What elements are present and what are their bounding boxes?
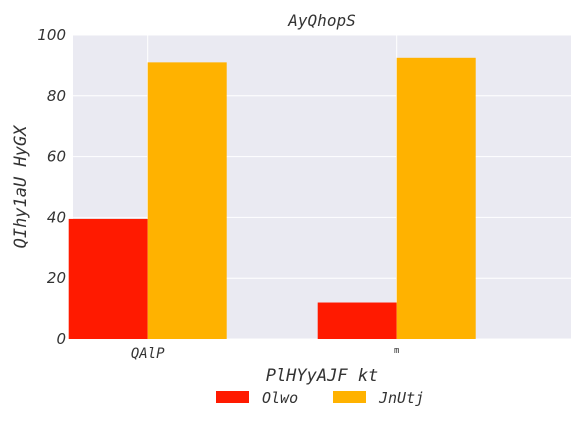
bar-JnUtj-QAlP: [147, 62, 227, 340]
y-tick-label: 0: [56, 330, 66, 348]
y-axis-label: QIhy1aU HyGX: [11, 124, 31, 249]
bar-Olwo-QAlP: [68, 218, 148, 339]
bar-JnUtj-m: [396, 57, 476, 340]
legend-item-JnUtj: JnUtj: [333, 389, 424, 407]
legend-swatch: [333, 391, 366, 403]
x-tick-labels: QAlP m: [131, 346, 400, 362]
y-tick-label: 80: [47, 87, 66, 105]
y-tick-label: 40: [47, 208, 66, 226]
y-tick-label: 60: [47, 148, 66, 166]
y-tick-labels: 0 20 40 60 80 100: [37, 26, 66, 348]
legend-label: Olwo: [262, 389, 298, 407]
legend-swatch: [216, 391, 249, 403]
chart-title: AyQhopS: [287, 11, 355, 30]
y-tick-label: 20: [47, 269, 66, 287]
y-tick-label: 100: [37, 26, 66, 44]
legend: Olwo JnUtj: [216, 389, 424, 407]
x-tick-label: QAlP: [131, 346, 165, 362]
x-axis-label: PlHYyAJF kt: [266, 366, 379, 386]
legend-item-Olwo: Olwo: [216, 389, 298, 407]
bars: [68, 57, 476, 340]
bar-Olwo-m: [317, 302, 397, 339]
legend-label: JnUtj: [378, 389, 424, 407]
x-tick-label: m: [394, 346, 399, 356]
